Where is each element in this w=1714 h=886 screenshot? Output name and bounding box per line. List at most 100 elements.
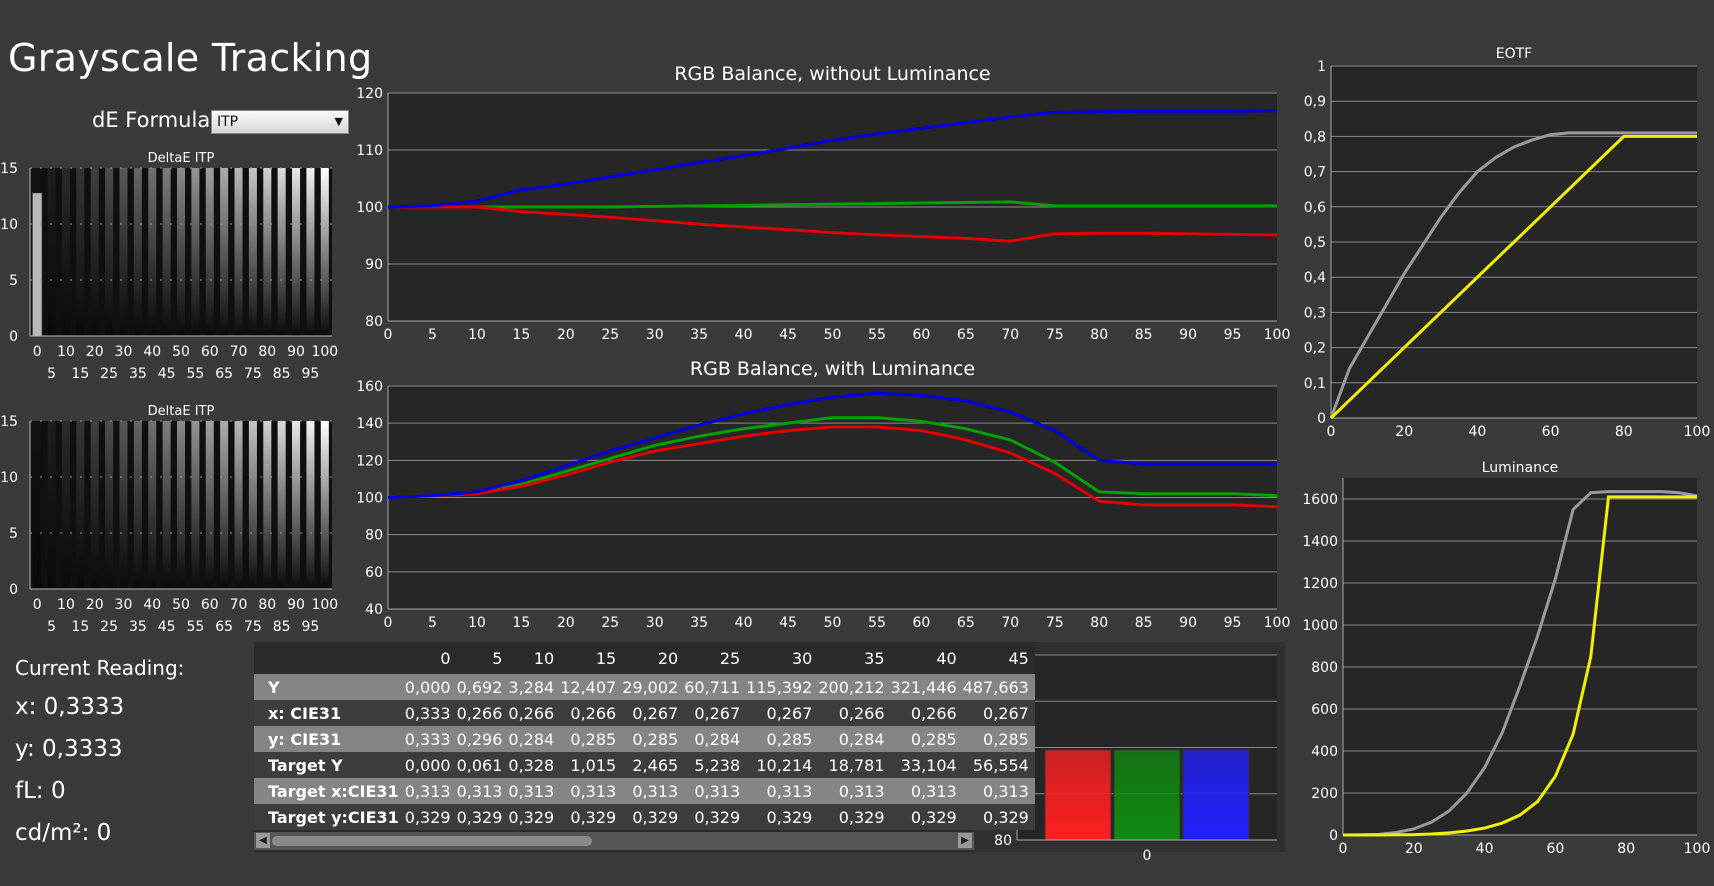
x-tick-label: 40 [735,327,753,343]
grayscale-step [162,421,171,589]
table-row: Target y:CIE31 0,329 0,329 0,329 0,329 0,329 0… [254,804,1035,830]
x-tick-label: 35 [129,619,147,635]
y-tick-label: 1600 [1302,492,1338,508]
x-tick-label: 85 [273,619,291,635]
formula-value: ITP [217,114,239,130]
readings-table: 0 5 10 15 20 25 30 35 40 45 Y 0,000 0,692 3,284 12,40… [254,642,1035,830]
table-cell: 0,329 [962,804,1035,830]
luminance-plot-area [1343,478,1697,835]
y-tick-label: 0 [1317,411,1326,427]
readings-table-panel: 0 5 10 15 20 25 30 35 40 45 Y 0,000 0,692 3,284 12,40… [254,642,1035,852]
x-tick-label: 70 [230,344,248,360]
x-tick-label: 15 [512,615,530,631]
x-tick-label: 25 [100,619,118,635]
table-cell: 0,266 [560,700,623,726]
x-tick-label: 30 [646,327,664,343]
rgb-no-lum-chart: 80 90 100 110 120 0 5 10 15 20 25 30 35 40 45 50 55 60 65 7… [356,63,1290,343]
table-header-row: 0 5 10 15 20 25 30 35 40 45 [254,642,1035,674]
y-tick-label: 80 [365,528,383,544]
table-row: y: CIE31 0,333 0,296 0,284 0,285 0,285 0,284 0,… [254,726,1035,752]
grayscale-step [263,421,272,589]
table-cell: 2,465 [622,752,685,778]
grayscale-step [292,168,301,336]
x-tick-label: 85 [1135,615,1153,631]
y-tick-label: 800 [1311,660,1338,676]
x-tick-label: 55 [186,366,204,382]
grayscale-step [119,168,128,336]
x-tick-label: 10 [57,344,75,360]
table-cell: 0,329 [456,804,509,830]
x-tick-label: 75 [1046,327,1064,343]
column-header: 0 [404,642,457,674]
grayscale-step [105,168,114,336]
column-header: 35 [818,642,891,674]
x-tick-label: 85 [1135,327,1153,343]
table-cell: 0,285 [890,726,963,752]
table-cell: 29,002 [622,674,685,700]
x-tick-label: 90 [1179,327,1197,343]
y-tick-label: 110 [356,143,383,159]
row-label: Y [254,674,405,700]
page-title: Grayscale Tracking [8,36,373,80]
x-tick-label: 5 [47,619,56,635]
horizontal-scrollbar[interactable]: ◀ ▶ [254,832,974,850]
x-tick-label: 35 [690,327,708,343]
x-tick-label: 50 [172,597,190,613]
table-cell: 0,329 [684,804,747,830]
row-label: x: CIE31 [254,700,405,726]
grayscale-step [248,168,257,336]
series-line-2 [387,391,1277,499]
table-cell: 0,313 [890,778,963,804]
luminance-chart: 0 200 400 600 800 1000 1200 1400 1600 0 20 40 60 80 10… [1302,460,1710,857]
scroll-thumb[interactable] [272,836,592,846]
grayscale-step [47,421,56,589]
y-tick-label: 5 [9,273,18,289]
grayscale-step [234,168,243,336]
x-tick-label: 80 [258,344,276,360]
x-tick-label: 10 [468,327,486,343]
current-cd: cd/m²: 0 [15,820,112,846]
y-tick-label: 0 [1329,828,1338,844]
table-cell: 5,238 [684,752,747,778]
x-tick-label: 45 [779,615,797,631]
x-tick-label: 80 [1615,424,1633,440]
table-cell: 0,000 [404,674,457,700]
column-header: 5 [456,642,509,674]
x-tick-label: 10 [57,597,75,613]
x-tick-label: 100 [311,344,338,360]
table-cell: 3,284 [508,674,561,700]
table-cell: 0,328 [508,752,561,778]
table-cell: 0,266 [508,700,561,726]
column-header: 20 [622,642,685,674]
formula-select[interactable]: ITP ▼ [211,110,349,134]
grayscale-step [176,421,186,589]
column-header: 45 [962,642,1035,674]
table-row: Y 0,000 0,692 3,284 12,407 29,002 60,711 115,39… [254,674,1035,700]
y-tick-label: 100 [356,491,383,507]
y-tick-label: 120 [356,86,383,102]
grayscale-step [234,421,243,589]
x-tick-label: 80 [1090,327,1108,343]
x-tick-label: 35 [690,615,708,631]
grayscale-step [133,168,142,336]
table-cell: 0,333 [404,726,457,752]
scroll-left-icon[interactable]: ◀ [256,833,270,848]
x-tick-label: 40 [1468,424,1486,440]
scroll-right-icon[interactable]: ▶ [958,833,972,848]
current-x: x: 0,3333 [15,694,125,720]
dropdown-arrow-icon: ▼ [334,115,343,128]
y-tick-label: 160 [356,379,383,395]
table-cell: 12,407 [560,674,623,700]
column-header: 15 [560,642,623,674]
x-tick-label: 50 [172,344,190,360]
row-label: Target Y [254,752,405,778]
grayscale-step [306,168,315,336]
deltae-bar [31,192,43,337]
rgb-with-lum-chart: 40 60 80 100 120 140 160 0 5 10 15 20 25 30 35 40 45 50 55… [356,358,1290,631]
x-tick-label: 35 [129,366,147,382]
x-tick-label: 55 [868,615,886,631]
y-tick-label: 0 [9,329,18,345]
table-cell: 0,267 [962,700,1035,726]
x-tick-label: 15 [71,366,89,382]
